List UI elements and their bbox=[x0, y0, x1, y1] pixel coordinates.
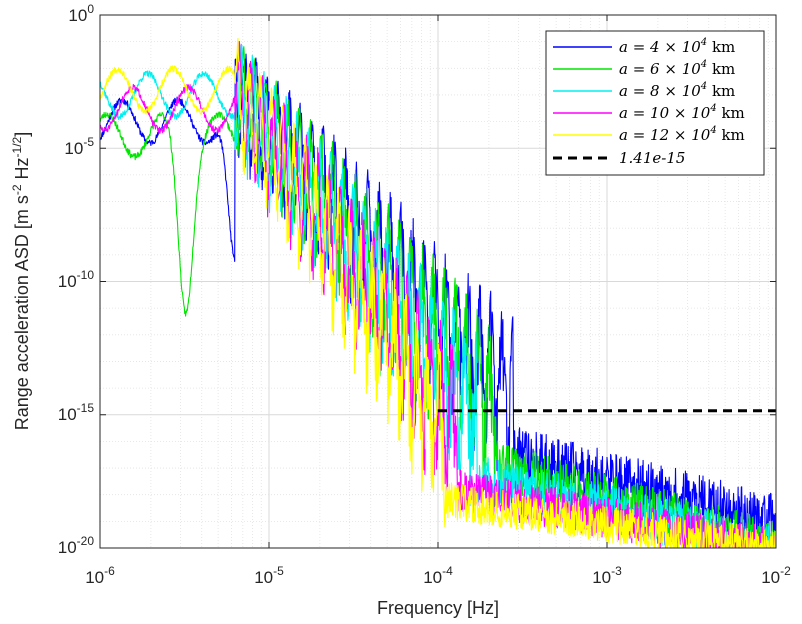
legend-entry: a = 8 × 104 km bbox=[553, 81, 735, 100]
series-line-1 bbox=[100, 53, 776, 548]
y-tick-label: 10-5 bbox=[64, 135, 94, 158]
legend: a = 4 × 104 km a = 6 × 104 km a = 8 × 10… bbox=[545, 30, 765, 176]
y-tick-label: 100 bbox=[68, 2, 94, 25]
series-group bbox=[100, 37, 776, 548]
legend-entry: a = 10 × 104 km bbox=[553, 103, 745, 122]
legend-label: a = 6 × 104 km bbox=[619, 59, 735, 78]
x-tick-label: 10-6 bbox=[85, 564, 115, 587]
x-tick-labels: 10-6 10-5 10-4 10-3 10-2 bbox=[85, 564, 791, 587]
legend-label: a = 8 × 104 km bbox=[619, 81, 735, 100]
legend-box bbox=[545, 30, 765, 176]
x-axis-label: Frequency [Hz] bbox=[377, 598, 499, 618]
legend-label: 1.41e-15 bbox=[619, 149, 685, 167]
y-tick-labels: 100 10-5 10-10 10-15 10-20 bbox=[58, 2, 95, 557]
x-tick-label: 10-4 bbox=[423, 564, 453, 587]
axis-ticks bbox=[99, 14, 777, 549]
legend-entry: a = 12 × 104 km bbox=[553, 125, 745, 144]
legend-entry: 1.41e-15 bbox=[553, 149, 685, 167]
y-axis-label: Range acceleration ASD [m s-2 Hz-1/2] bbox=[10, 132, 32, 431]
y-tick-label: 10-15 bbox=[58, 401, 95, 424]
x-tick-label: 10-2 bbox=[761, 564, 791, 587]
x-tick-label: 10-5 bbox=[254, 564, 284, 587]
legend-entry: a = 6 × 104 km bbox=[553, 59, 735, 78]
y-tick-label: 10-10 bbox=[58, 268, 95, 291]
legend-entry: a = 4 × 104 km bbox=[553, 37, 735, 56]
series-line-5 bbox=[100, 37, 776, 548]
y-tick-label: 10-20 bbox=[58, 534, 95, 557]
legend-label: a = 12 × 104 km bbox=[619, 125, 745, 144]
x-tick-label: 10-3 bbox=[592, 564, 622, 587]
legend-label: a = 4 × 104 km bbox=[619, 37, 735, 56]
legend-label: a = 10 × 104 km bbox=[619, 103, 745, 122]
